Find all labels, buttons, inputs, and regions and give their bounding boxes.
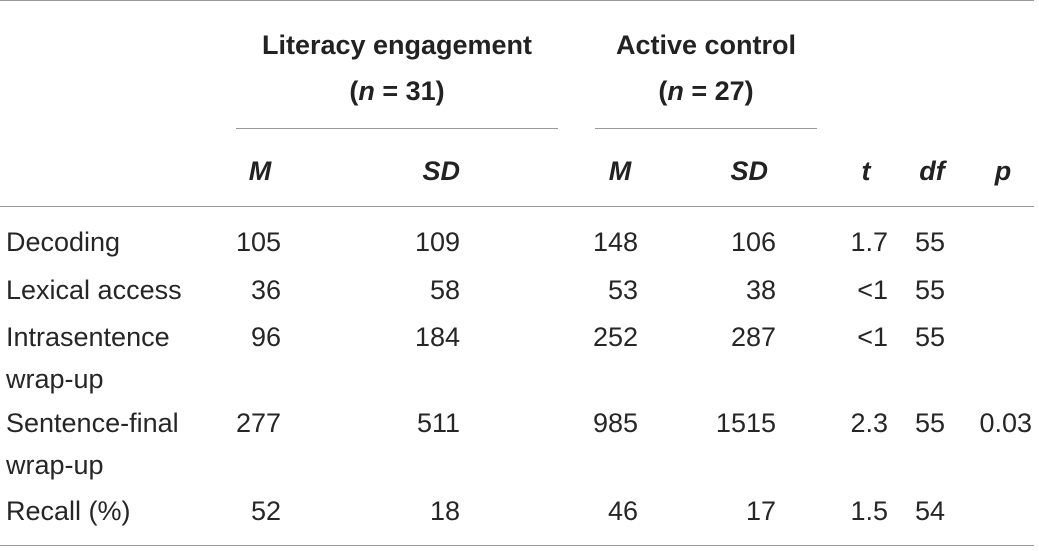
cell-ctl-m: 148 bbox=[592, 227, 638, 257]
group-rule-control bbox=[595, 128, 817, 129]
row-label: Lexical access bbox=[6, 275, 182, 305]
cell-lit-m: 52 bbox=[250, 496, 281, 526]
group-n-control: (n = 27) bbox=[595, 78, 817, 105]
cell-lit-sd: 18 bbox=[429, 496, 460, 526]
group-n-var-literacy: n bbox=[358, 76, 375, 106]
row-label: Sentence-final bbox=[6, 408, 179, 438]
cell-ctl-m: 985 bbox=[592, 408, 638, 438]
group-n-var-control: n bbox=[667, 76, 684, 106]
cell-ctl-m: 53 bbox=[607, 275, 638, 305]
cell-ctl-sd: 287 bbox=[730, 322, 776, 352]
cell-lit-m: 277 bbox=[235, 408, 281, 438]
col-header-ctl-m: M bbox=[608, 156, 632, 186]
col-header-lit-m: M bbox=[248, 156, 272, 186]
cell-ctl-m: 252 bbox=[592, 322, 638, 352]
cell-lit-sd: 109 bbox=[414, 227, 460, 257]
cell-t: 2.3 bbox=[850, 408, 888, 438]
cell-lit-m: 96 bbox=[250, 322, 281, 352]
cell-lit-sd: 58 bbox=[429, 275, 460, 305]
group-n-open-control: ( bbox=[658, 76, 668, 106]
group-header-literacy: Literacy engagement bbox=[236, 32, 558, 59]
cell-ctl-sd: 106 bbox=[730, 227, 776, 257]
group-n-value-control: = 27) bbox=[683, 76, 754, 106]
group-n-literacy: (n = 31) bbox=[236, 78, 558, 105]
group-rule-literacy bbox=[236, 128, 558, 129]
col-header-p: p bbox=[994, 156, 1012, 186]
group-header-control: Active control bbox=[595, 32, 817, 59]
group-n-value-literacy: = 31) bbox=[374, 76, 445, 106]
row-label-continued: wrap-up bbox=[6, 364, 104, 394]
table-bottom-rule bbox=[0, 545, 1034, 546]
cell-t: <1 bbox=[857, 275, 888, 305]
cell-df: 54 bbox=[915, 496, 946, 526]
cell-lit-m: 105 bbox=[235, 227, 281, 257]
cell-t: 1.7 bbox=[850, 227, 888, 257]
cell-ctl-sd: 38 bbox=[745, 275, 776, 305]
cell-ctl-sd: 1515 bbox=[715, 408, 776, 438]
header-bottom-rule bbox=[0, 206, 1034, 207]
cell-df: 55 bbox=[915, 227, 946, 257]
table-top-rule bbox=[0, 0, 1034, 1]
group-n-open-literacy: ( bbox=[349, 76, 359, 106]
row-label: Decoding bbox=[6, 227, 121, 257]
cell-t: <1 bbox=[857, 322, 888, 352]
cell-lit-m: 36 bbox=[250, 275, 281, 305]
cell-df: 55 bbox=[915, 408, 946, 438]
cell-t: 1.5 bbox=[850, 496, 888, 526]
group-title-literacy: Literacy engagement bbox=[261, 30, 533, 60]
col-header-t: t bbox=[861, 156, 871, 186]
cell-lit-sd: 184 bbox=[414, 322, 460, 352]
cell-df: 55 bbox=[915, 322, 946, 352]
group-title-control: Active control bbox=[615, 30, 797, 60]
col-header-ctl-sd: SD bbox=[730, 156, 768, 186]
cell-df: 55 bbox=[915, 275, 946, 305]
row-label: Recall (%) bbox=[6, 496, 131, 526]
cell-p: 0.03 bbox=[979, 408, 1032, 438]
row-label: Intrasentence bbox=[6, 322, 170, 352]
cell-ctl-sd: 17 bbox=[745, 496, 776, 526]
col-header-lit-sd: SD bbox=[422, 156, 460, 186]
col-header-df: df bbox=[919, 156, 945, 186]
cell-lit-sd: 511 bbox=[416, 408, 460, 438]
cell-ctl-m: 46 bbox=[607, 496, 638, 526]
row-label-continued: wrap-up bbox=[6, 450, 104, 480]
